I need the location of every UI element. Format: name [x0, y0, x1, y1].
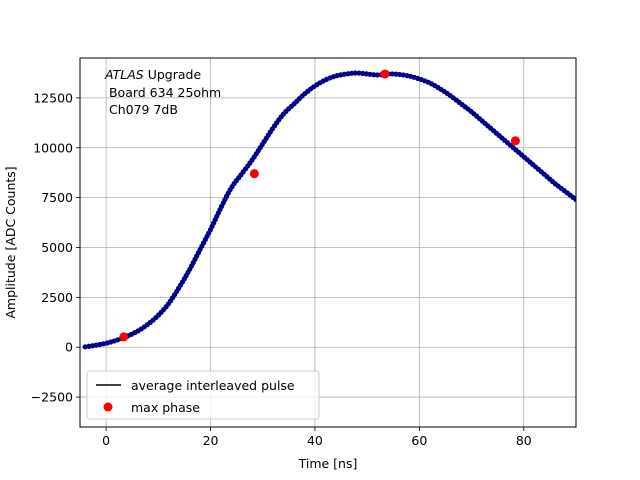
sample-point	[352, 70, 358, 76]
y-tick-label: 7500	[41, 190, 73, 205]
max-phase-point	[510, 136, 520, 146]
legend-entry-max-phase: max phase	[131, 400, 200, 415]
legend-marker-swatch	[103, 402, 113, 412]
y-axis-label: Amplitude [ADC Counts]	[3, 166, 18, 318]
x-axis-label: Time [ns]	[298, 456, 358, 471]
y-axis: −2500 0 2500 5000 7500 10000 12500	[31, 90, 80, 405]
sample-point	[389, 71, 395, 77]
plot-data	[82, 69, 576, 350]
x-tick-label: 20	[203, 433, 219, 448]
y-tick-label: 5000	[41, 240, 73, 255]
annotation-line-3: Ch079 7dB	[105, 102, 178, 117]
x-tick-label: 60	[411, 433, 427, 448]
x-axis: 0 20 40 60 80	[102, 427, 532, 448]
x-tick-label: 40	[307, 433, 323, 448]
legend: average interleaved pulse max phase	[86, 370, 320, 420]
sample-point	[573, 197, 576, 203]
y-tick-label: 2500	[41, 290, 73, 305]
max-phase-point	[119, 332, 129, 342]
legend-entry-pulse: average interleaved pulse	[131, 378, 295, 393]
grid	[80, 58, 576, 427]
annotation-experiment: ATLAS	[104, 67, 144, 82]
y-tick-label: −2500	[31, 390, 73, 405]
legend-box	[86, 370, 320, 420]
annotation: ATLAS Upgrade Board 634 25ohm Ch079 7dB	[104, 67, 221, 117]
axes-frame	[79, 57, 577, 428]
sample-point	[374, 72, 381, 78]
y-tick-label: 12500	[33, 90, 73, 105]
annotation-line-2: Board 634 25ohm	[105, 85, 221, 100]
max-phase-point	[249, 169, 259, 179]
x-tick-label: 0	[102, 433, 110, 448]
sample-point	[371, 72, 377, 78]
sample-point	[349, 70, 355, 76]
y-tick-label: 0	[65, 340, 73, 355]
x-tick-label: 80	[516, 433, 532, 448]
y-tick-label: 10000	[33, 140, 73, 155]
annotation-experiment-suffix: Upgrade	[144, 67, 202, 82]
max-phase-point	[380, 69, 390, 79]
annotation-line-1: ATLAS Upgrade	[104, 67, 201, 82]
